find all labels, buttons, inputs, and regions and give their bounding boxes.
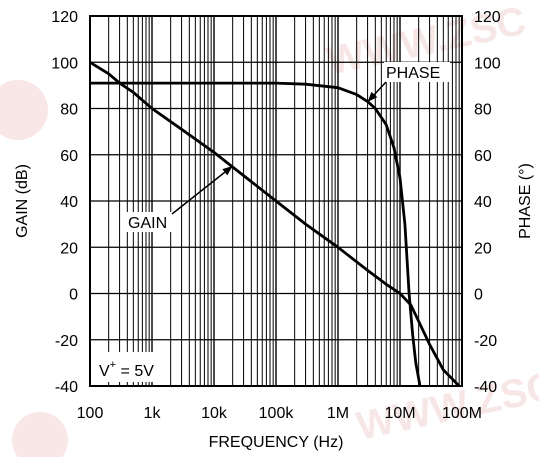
supply-voltage-text: V+ = 5V <box>99 359 154 380</box>
y-tick-label-left: -40 <box>55 379 78 396</box>
x-tick-label: 1k <box>144 405 162 422</box>
series-gain-line <box>89 61 461 387</box>
y-tick-labels-left: -40 -20 0 20 40 60 80 100 120 <box>51 9 78 396</box>
y-axis-title-right: PHASE (°) <box>517 163 534 239</box>
y-tick-label-right: 120 <box>474 9 501 26</box>
y-tick-label-left: 60 <box>60 148 78 165</box>
y-tick-label-left: -20 <box>55 333 78 350</box>
y-tick-label-left: 40 <box>60 194 78 211</box>
x-tick-label: 10M <box>384 405 415 422</box>
gain-annotation-label: GAIN <box>128 215 167 232</box>
y-tick-label-right: 60 <box>474 148 492 165</box>
supply-voltage-v: V <box>99 363 110 380</box>
phase-annotation-label: PHASE <box>386 65 440 82</box>
x-tick-labels: 100 1k 10k 100k 1M 10M 100M <box>77 405 482 422</box>
y-axis-title-left: GAIN (dB) <box>14 164 31 238</box>
supply-voltage-value: = 5V <box>116 363 154 380</box>
phase-annotation: PHASE <box>384 62 450 82</box>
gain-annotation-arrow <box>171 165 234 215</box>
y-tick-labels-right: -40 -20 0 20 40 60 80 100 120 <box>474 9 501 396</box>
y-tick-label-left: 120 <box>51 9 78 26</box>
gain-annotation: GAIN <box>125 212 175 232</box>
y-tick-label-left: 0 <box>69 287 78 304</box>
series-layer <box>89 61 461 387</box>
y-tick-label-left: 20 <box>60 240 78 257</box>
x-tick-label: 10k <box>201 405 228 422</box>
y-tick-label-left: 80 <box>60 102 78 119</box>
y-tick-label-right: 40 <box>474 194 492 211</box>
x-tick-label: 100M <box>442 405 482 422</box>
supply-voltage-label: V+ = 5V <box>94 352 162 382</box>
x-tick-label: 100 <box>77 405 104 422</box>
y-tick-label-right: 0 <box>474 287 483 304</box>
supply-voltage-superscript: + <box>110 359 116 371</box>
x-axis-title: FREQUENCY (Hz) <box>209 434 344 451</box>
series-phase-line <box>90 81 422 387</box>
x-tick-label: 100k <box>259 405 295 422</box>
annotation-arrows <box>171 81 387 215</box>
y-tick-label-right: 100 <box>474 55 501 72</box>
grid <box>90 15 462 387</box>
plot-border <box>89 15 463 387</box>
x-tick-label: 1M <box>327 405 349 422</box>
y-tick-label-left: 100 <box>51 55 78 72</box>
y-tick-label-right: -20 <box>474 333 497 350</box>
y-tick-label-right: 20 <box>474 240 492 257</box>
y-tick-label-right: -40 <box>474 379 497 396</box>
y-tick-label-right: 80 <box>474 102 492 119</box>
phase-annotation-arrow <box>367 81 387 103</box>
